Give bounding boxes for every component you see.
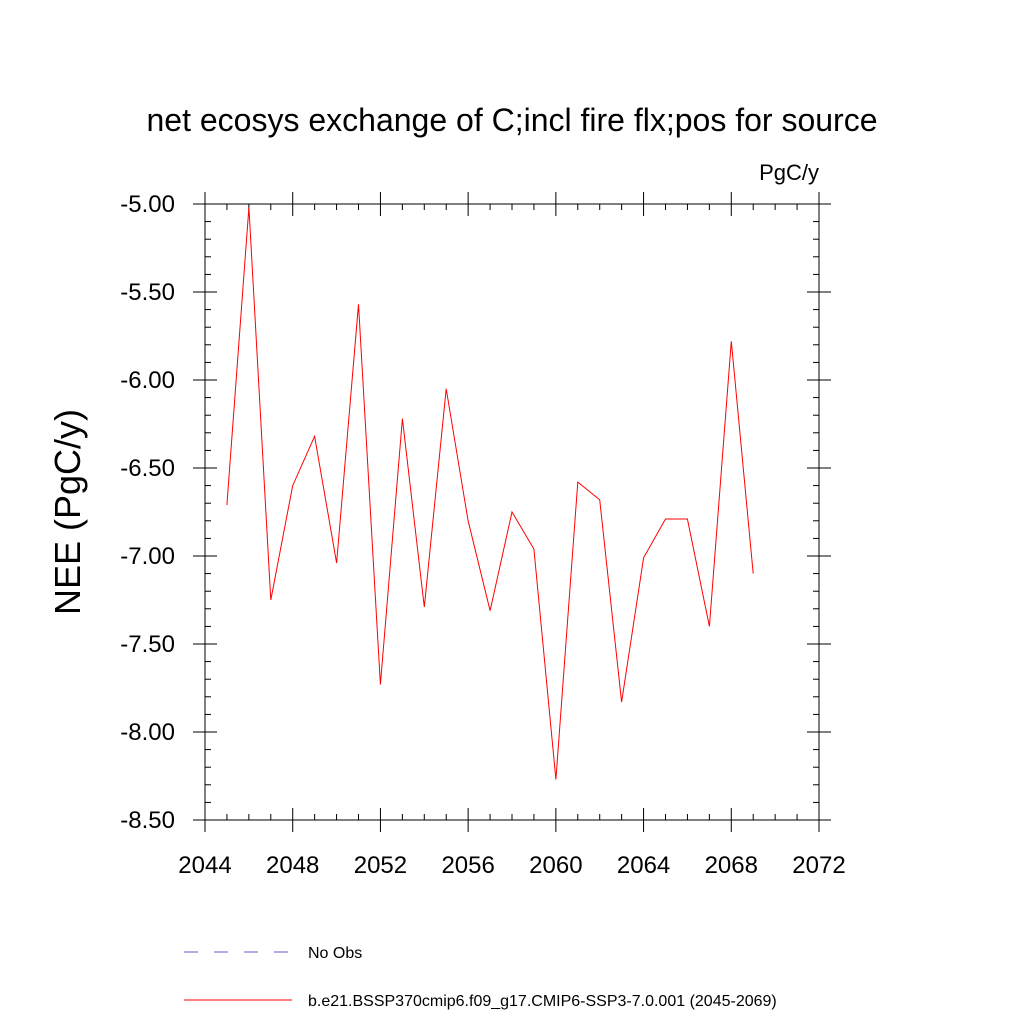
legend-label: b.e21.BSSP370cmip6.f09_g17.CMIP6-SSP3-7.… (308, 993, 777, 1010)
x-tick-label: 2060 (529, 852, 582, 879)
y-tick-label: -6.50 (120, 455, 175, 482)
series-line (226, 207, 754, 780)
x-tick-label: 2068 (705, 852, 758, 879)
x-tick-label: 2044 (178, 852, 231, 879)
legend: No Obs b.e21.BSSP370cmip6.f09_g17.CMIP6-S… (184, 945, 777, 1010)
x-tick-labels: 2044 2048 2052 2056 2060 2064 2068 2072 (178, 852, 845, 879)
y-tick-labels: -5.00 -5.50 -6.00 -6.50 -7.00 -7.50 -8.00 -8.50 (120, 191, 175, 834)
x-tick-label: 2048 (266, 852, 319, 879)
y-tick-label: -8.50 (120, 807, 175, 834)
chart-title: net ecosys exchange of C;incl fire flx;p… (146, 102, 877, 138)
x-tick-label: 2064 (617, 852, 670, 879)
y-tick-label: -6.00 (120, 367, 175, 394)
y-tick-label: -5.50 (120, 279, 175, 306)
y-axis-label: NEE (PgC/y) (47, 409, 88, 615)
y-tick-label: -7.50 (120, 631, 175, 658)
y-tick-label: -8.00 (120, 719, 175, 746)
x-tick-label: 2052 (354, 852, 407, 879)
y-tick-label: -7.00 (120, 543, 175, 570)
units-label: PgC/y (759, 160, 819, 185)
y-tick-label: -5.00 (120, 191, 175, 218)
series-layer (226, 207, 754, 780)
x-tick-label: 2056 (441, 852, 494, 879)
legend-label: No Obs (308, 945, 362, 962)
x-tick-label: 2072 (792, 852, 845, 879)
major-ticks (193, 192, 831, 832)
